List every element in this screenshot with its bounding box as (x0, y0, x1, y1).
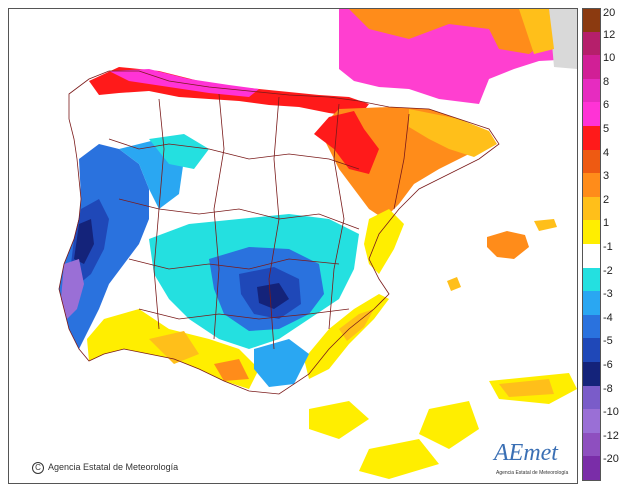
africa-orange-1 (499, 379, 554, 397)
north-cyan (149, 134, 209, 169)
legend-swatch (582, 102, 601, 126)
legend-swatch (582, 173, 601, 197)
legend-label: 4 (603, 146, 610, 159)
legend-swatch (582, 126, 601, 150)
africa-landmass (149, 371, 577, 483)
legend-swatch (582, 338, 601, 362)
legend-label: 10 (603, 52, 616, 65)
france-orange-area (349, 9, 549, 54)
legend-swatch (582, 8, 601, 33)
africa-yellow-4 (359, 439, 439, 479)
legend-label: 8 (603, 75, 610, 88)
legend-label: -4 (603, 311, 613, 324)
legend-label: -1 (603, 241, 613, 253)
legend-label: -5 (603, 335, 613, 348)
legend-swatch (582, 409, 601, 433)
southeast-orange (339, 309, 374, 341)
legend-label: -2 (603, 264, 613, 277)
south-orange-2 (214, 359, 249, 381)
france-gray-east (549, 9, 577, 69)
legend-swatch (582, 55, 601, 79)
legend-label: -3 (603, 288, 613, 301)
legend-swatch (582, 244, 601, 268)
ibiza (447, 277, 461, 291)
anomaly-map (8, 8, 578, 484)
map-canvas (9, 9, 577, 483)
africa-yellow-2 (419, 401, 479, 449)
legend-swatch (582, 432, 601, 457)
legend-label: 6 (603, 99, 610, 112)
legend-label: -8 (603, 382, 613, 395)
copyright-credit: C Agencia Estatal de Meteorología (32, 462, 178, 474)
legend-label: 1 (603, 217, 610, 230)
legend-swatch (582, 31, 601, 56)
legend-label: -20 (603, 453, 619, 466)
south-orange-1 (149, 331, 199, 364)
legend-swatch (582, 456, 601, 481)
legend-label: 5 (603, 123, 610, 135)
levante-yellow (364, 209, 404, 274)
northeast-yellow (409, 109, 497, 157)
france-yellow-strip (519, 9, 554, 54)
aemet-logo: AEmet Agencia Estatal de Meteorología (494, 440, 572, 478)
legend-label: 2 (603, 193, 610, 206)
mallorca (487, 231, 529, 259)
legend-swatch (582, 220, 601, 244)
west-purple (61, 259, 84, 319)
copyright-icon: C (32, 462, 44, 474)
menorca (534, 219, 557, 231)
region-boundaries (58, 70, 500, 395)
credit-text: Agencia Estatal de Meteorología (48, 462, 179, 472)
legend-swatch (582, 385, 601, 410)
legend-label: -12 (603, 429, 619, 442)
color-legend: 20 12 10 8 6 5 4 3 2 1 -1 -2 -3 -4 -5 -6 -8 -10 -12 -20 (582, 8, 626, 482)
legend-swatch (582, 196, 601, 221)
legend-swatch (582, 291, 601, 315)
south-blue (254, 339, 309, 387)
logo-wordmark: AEmet (494, 440, 558, 466)
legend-swatch (582, 78, 601, 103)
africa-yellow-1 (309, 401, 369, 439)
logo-subtitle: Agencia Estatal de Meteorología (496, 470, 569, 476)
central-navy (257, 283, 289, 309)
legend-label: 20 (603, 7, 616, 19)
legend-label: -10 (603, 406, 619, 419)
legend-label: 12 (603, 28, 616, 41)
legend-label: 3 (603, 170, 610, 183)
legend-label: -6 (603, 359, 613, 371)
legend-swatch (582, 149, 601, 174)
legend-swatch (582, 362, 601, 386)
west-navy (74, 219, 94, 264)
legend-swatch (582, 267, 601, 292)
legend-swatch (582, 314, 601, 339)
northeast-red (314, 111, 379, 174)
